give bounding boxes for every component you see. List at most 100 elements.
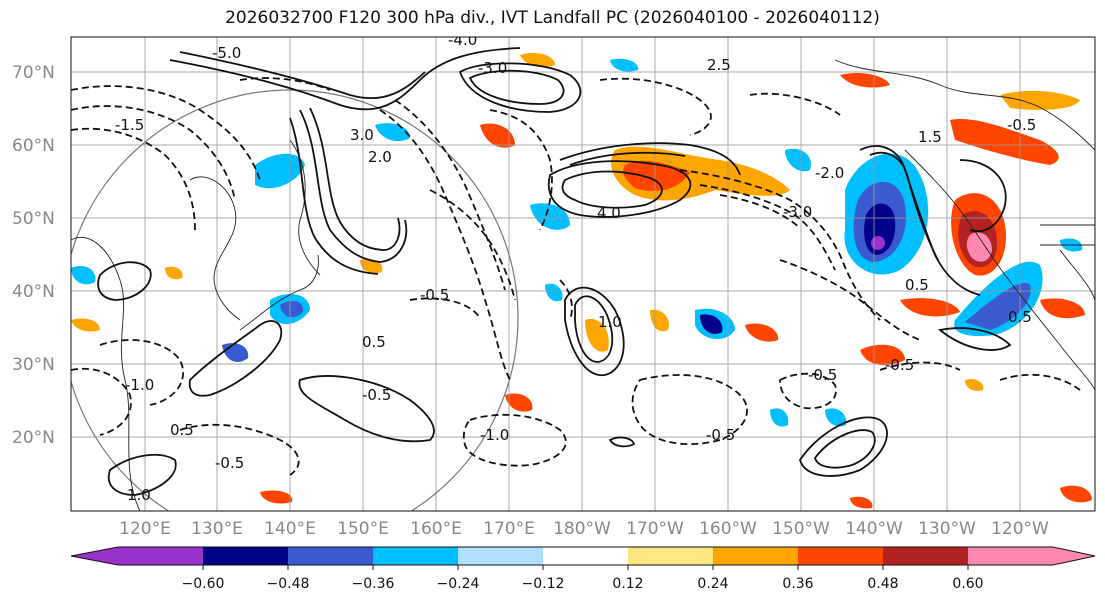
pos-shading xyxy=(950,119,1059,165)
pos-shading xyxy=(965,379,984,391)
lat-label: 60°N xyxy=(12,136,55,156)
colorbar: −0.60 −0.48 −0.36 −0.24 −0.12 0.12 0.24 … xyxy=(70,546,1096,592)
pos-shading xyxy=(165,266,183,280)
pos-shading xyxy=(1040,298,1085,319)
lat-label: 30°N xyxy=(12,355,55,375)
colorbar-outline xyxy=(70,546,1096,566)
lon-label: 140°W xyxy=(845,519,903,539)
lon-label: 180°W xyxy=(553,519,611,539)
pos-shading xyxy=(585,319,609,352)
contour-label: 1.0 xyxy=(598,313,622,331)
map-area xyxy=(71,37,1095,511)
lon-label: 160°W xyxy=(699,519,757,539)
contour-label: 1.0 xyxy=(127,486,151,504)
colorbar-tick-label: 0.24 xyxy=(697,576,728,592)
contour-label: -0.5 xyxy=(215,454,244,472)
colorbar-extend-high xyxy=(1053,547,1095,565)
pos-shading xyxy=(480,123,515,148)
neg-shading xyxy=(785,148,811,172)
contour-label: -0.5 xyxy=(362,386,391,404)
contours-negative xyxy=(71,77,1081,476)
colorbar-segment xyxy=(203,547,288,565)
colorbar-extend-low xyxy=(71,547,118,565)
lat-label: 40°N xyxy=(12,282,55,302)
colorbar-segment xyxy=(968,547,1053,565)
colorbar-tick-label: −0.24 xyxy=(437,576,480,592)
lon-label: 150°W xyxy=(772,519,830,539)
colorbar-tick-label: 0.48 xyxy=(867,576,898,592)
colorbar-segment xyxy=(713,547,798,565)
contour-labels: -5.0 -4.0 -3.0 -2.0 -1.5 -1.0 -0.5 0.5 1… xyxy=(115,31,1036,504)
pos-shading xyxy=(850,496,873,509)
contour-label: -3.0 xyxy=(783,203,812,221)
neg-shading xyxy=(700,314,723,335)
colorbar-tick-label: 0.36 xyxy=(782,576,813,592)
contour-label: -1.0 xyxy=(480,426,509,444)
neg-shading xyxy=(71,265,96,285)
pos-shading xyxy=(505,393,533,412)
lon-label: 120°W xyxy=(991,519,1049,539)
map-frame xyxy=(70,36,1096,512)
contour-label: 2.0 xyxy=(368,148,392,166)
lon-label: 170°W xyxy=(626,519,684,539)
neg-shading xyxy=(825,408,847,427)
contour-label: 4.0 xyxy=(597,204,621,222)
colorbar-segment xyxy=(883,547,968,565)
pos-shading xyxy=(745,323,779,342)
shading-layer xyxy=(71,53,1092,509)
colorbar-segment xyxy=(628,547,713,565)
lon-label: 170°E xyxy=(483,519,535,539)
colorbar-segment xyxy=(288,547,373,565)
lat-label: 50°N xyxy=(12,209,55,229)
neg-shading xyxy=(770,408,789,427)
neg-shading xyxy=(255,153,305,189)
neg-shading xyxy=(965,283,1031,330)
contour-label: -1.5 xyxy=(115,116,144,134)
contour-label: -1.0 xyxy=(125,376,154,394)
contour-label: 3.0 xyxy=(350,126,374,144)
contour-label: -0.5 xyxy=(420,286,449,304)
lon-label: 130°E xyxy=(191,519,243,539)
lon-label: 130°W xyxy=(918,519,976,539)
colorbar-segment xyxy=(798,547,883,565)
colorbar-ticks xyxy=(202,565,969,570)
pos-shading xyxy=(260,490,293,504)
colorbar-tick-label: −0.12 xyxy=(522,576,565,592)
lat-label: 70°N xyxy=(12,63,55,83)
contour-label: -0.5 xyxy=(885,356,914,374)
pos-shading xyxy=(71,318,100,332)
colorbar-tick-label: 0.60 xyxy=(952,576,983,592)
pos-shading xyxy=(860,344,905,366)
neg-shading xyxy=(530,203,570,230)
colorbar-segment xyxy=(543,547,628,565)
pos-shading xyxy=(1060,485,1092,503)
lat-label: 20°N xyxy=(12,428,55,448)
contour-label: -3.0 xyxy=(478,59,507,77)
neg-shading xyxy=(610,58,639,72)
contour-label: -2.0 xyxy=(815,164,844,182)
pos-shading xyxy=(900,298,960,317)
contour-label: 0.5 xyxy=(362,333,386,351)
colorbar-tick-label: −0.48 xyxy=(267,576,310,592)
pos-shading xyxy=(840,73,890,88)
colorbar-tick-label: −0.36 xyxy=(352,576,395,592)
contour-label: 1.5 xyxy=(918,128,942,146)
contour-label: -0.5 xyxy=(808,366,837,384)
region-circle xyxy=(71,89,519,511)
lon-label: 160°E xyxy=(410,519,462,539)
colorbar-segment xyxy=(373,547,458,565)
lon-label: 140°E xyxy=(264,519,316,539)
contour-label: 0.5 xyxy=(905,276,929,294)
colorbar-tick-label: −0.60 xyxy=(182,576,225,592)
map-title: 2026032700 F120 300 hPa div., IVT Landfa… xyxy=(225,8,880,28)
contour-label: 0.5 xyxy=(170,421,194,439)
neg-shading xyxy=(280,300,304,318)
neg-shading xyxy=(545,283,563,302)
contour-label: 0.5 xyxy=(1008,308,1032,326)
contour-label: -0.5 xyxy=(1007,116,1036,134)
contours-positive xyxy=(97,47,1012,496)
pos-shading xyxy=(966,232,992,262)
contour-label: -4.0 xyxy=(448,31,477,49)
lon-labels: 120°E 130°E 140°E 150°E 160°E 170°E 180°… xyxy=(119,519,1049,539)
